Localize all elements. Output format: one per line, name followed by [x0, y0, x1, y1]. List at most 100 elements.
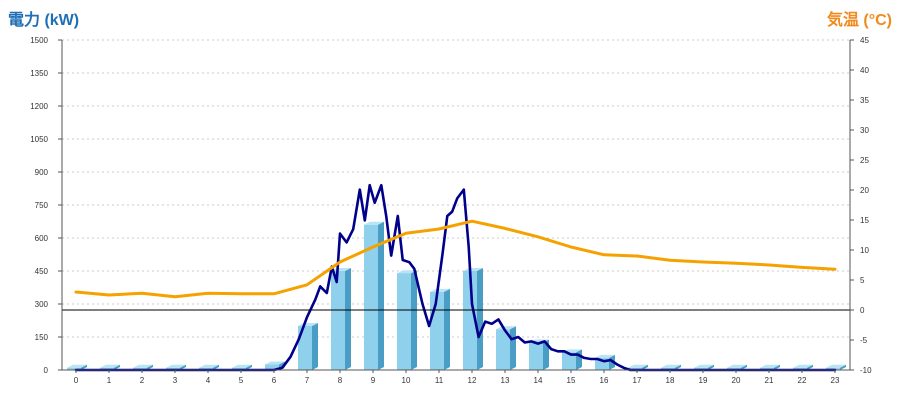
x-tick-label: 22	[798, 376, 807, 385]
x-tick-label: 6	[272, 376, 277, 385]
power-bar	[331, 268, 351, 370]
power-bar-top	[265, 361, 285, 365]
power-bar-face	[364, 224, 378, 370]
y-tick-label: 0	[44, 366, 49, 375]
power-bar-top	[661, 364, 681, 368]
axes	[58, 39, 854, 373]
left-axis-title: 電力 (kW)	[8, 12, 80, 29]
y2-tick-label: 10	[860, 246, 869, 255]
right-axis-title: 気温 (°C)	[826, 12, 892, 29]
power-bar-side	[378, 221, 384, 370]
power-bar-side	[543, 339, 549, 370]
power-bar	[430, 288, 450, 370]
y-tick-label: 1500	[30, 36, 48, 45]
power-bar-side	[345, 268, 351, 370]
x-tick-label: 1	[107, 376, 112, 385]
power-bar-top	[67, 364, 87, 368]
x-tick-label: 18	[666, 376, 675, 385]
power-bar-face	[529, 342, 543, 370]
power-bar	[595, 354, 615, 370]
power-bar	[397, 270, 417, 370]
power-bar-top	[826, 364, 846, 368]
y-tick-label: 600	[35, 234, 49, 243]
y2-tick-label: -10	[860, 366, 872, 375]
y2-tick-label: 20	[860, 186, 869, 195]
power-bar	[529, 339, 549, 370]
power-bar-face	[265, 364, 279, 370]
y2-tick-label: 5	[860, 276, 865, 285]
y2-tick-label: 15	[860, 216, 869, 225]
x-tick-label: 4	[206, 376, 211, 385]
power-bar-top	[628, 364, 648, 368]
power-bar-top	[133, 364, 153, 368]
power-bar-side	[576, 349, 582, 370]
x-tick-label: 16	[600, 376, 609, 385]
power-bar-face	[397, 273, 411, 370]
x-tick-label: 15	[567, 376, 576, 385]
tick-labels: 01503004506007509001050120013501500-10-5…	[30, 36, 872, 385]
power-bar-top	[364, 221, 384, 225]
power-bar	[298, 323, 318, 370]
y2-tick-label: 35	[860, 96, 869, 105]
power-bar-top	[331, 268, 351, 271]
power-bar-top	[760, 364, 780, 368]
series-lines	[74, 183, 837, 372]
power-bar-side	[411, 270, 417, 370]
temperature-line	[74, 219, 837, 299]
power-bar-top	[793, 364, 813, 368]
power-bar-side	[312, 323, 318, 370]
power-bar-side	[444, 288, 450, 370]
x-tick-label: 12	[468, 376, 477, 385]
x-tick-label: 9	[371, 376, 376, 385]
x-tick-label: 21	[765, 376, 774, 385]
x-tick-label: 10	[402, 376, 411, 385]
y-tick-label: 750	[35, 201, 49, 210]
power-bar-face	[562, 352, 576, 370]
y-tick-label: 300	[35, 300, 49, 309]
power-bar-side	[477, 268, 483, 370]
y-tick-label: 900	[35, 168, 49, 177]
x-tick-label: 23	[831, 376, 840, 385]
power-bar-top	[496, 326, 516, 330]
power-line	[74, 183, 837, 372]
x-tick-label: 17	[633, 376, 642, 385]
power-bar	[463, 268, 483, 370]
power-bar-side	[840, 364, 846, 370]
power-bar-top	[463, 268, 483, 271]
power-bar-top	[430, 288, 450, 292]
power-bar-face	[67, 367, 81, 370]
power-bar	[364, 221, 384, 370]
y2-tick-label: 30	[860, 126, 869, 135]
power-bar-face	[463, 271, 477, 370]
y-tick-label: 150	[35, 333, 49, 342]
x-tick-label: 3	[173, 376, 178, 385]
power-bar-top	[694, 364, 714, 368]
x-tick-label: 5	[239, 376, 244, 385]
y2-tick-label: -5	[860, 336, 868, 345]
x-tick-label: 11	[435, 376, 444, 385]
power-bar-side	[510, 326, 516, 370]
y2-tick-label: 40	[860, 66, 869, 75]
power-bar-top	[397, 270, 417, 274]
power-bar-top	[727, 364, 747, 368]
y2-tick-label: 0	[860, 306, 865, 315]
y-tick-label: 1200	[30, 102, 48, 111]
power-bar-top	[595, 354, 615, 358]
x-tick-label: 8	[338, 376, 343, 385]
power-bar-top	[166, 364, 186, 368]
power-bar-face	[331, 271, 345, 370]
y-tick-label: 1350	[30, 69, 48, 78]
y2-tick-label: 45	[860, 36, 869, 45]
power-bar-face	[496, 329, 510, 370]
power-bar-top	[100, 364, 120, 368]
x-tick-label: 14	[534, 376, 543, 385]
power-bar-top	[199, 364, 219, 368]
y2-tick-label: 25	[860, 156, 869, 165]
x-tick-label: 19	[699, 376, 708, 385]
y-tick-label: 450	[35, 267, 49, 276]
x-tick-label: 2	[140, 376, 145, 385]
grid-lines	[62, 39, 850, 338]
y-tick-label: 1050	[30, 135, 48, 144]
power-bar-top	[232, 364, 252, 368]
